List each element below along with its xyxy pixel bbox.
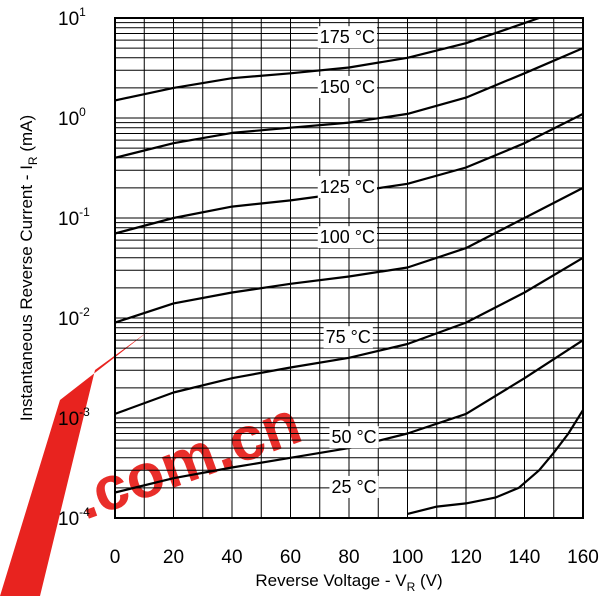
series-label-bg-1: [317, 75, 377, 98]
series-label-0: 175 °C: [320, 27, 375, 47]
y-axis-title: Instantaneous Reverse Current - IR (mA): [17, 115, 40, 421]
series-label-5: 50 °C: [331, 427, 376, 447]
series-label-bg-0: [317, 26, 377, 49]
y-axis-title-main: Instantaneous Reverse Current - I: [17, 165, 36, 421]
y-tick-exp: -2: [79, 305, 90, 319]
x-tick-label: 60: [280, 547, 301, 568]
x-tick-label: 160: [567, 547, 599, 568]
series-line-1: [114, 47, 584, 159]
y-tick-base: 10: [58, 409, 79, 430]
y-tick-label: 10-4: [58, 505, 90, 530]
series-label-4: 75 °C: [326, 327, 371, 347]
series-label-bg-3: [317, 226, 377, 249]
series-label-bg-2: [317, 175, 377, 198]
x-tick-label: 100: [392, 547, 424, 568]
x-tick-label: 80: [338, 547, 359, 568]
y-tick-base: 10: [58, 309, 79, 330]
x-axis-title-main: Reverse Voltage - V: [255, 571, 407, 590]
series-line-0: [114, 16, 540, 102]
y-tick-exp: 0: [79, 105, 86, 119]
series-line-3: [114, 186, 584, 324]
y-tick-label: 10-1: [58, 205, 90, 230]
chart-curve-labels: 175 °C 150 °C 125 °C 100 °C 75 °C 50 °C 25 °C: [317, 26, 379, 498]
y-tick-exp: -4: [79, 505, 90, 519]
series-line-4: [114, 256, 584, 415]
x-tick-label: 20: [163, 547, 184, 568]
y-tick-base: 10: [58, 109, 79, 130]
series-label-3: 100 °C: [320, 227, 375, 247]
y-tick-base: 10: [58, 509, 79, 530]
y-tick-label: 10-3: [58, 405, 90, 430]
series-label-bg-5: [329, 426, 379, 449]
y-axis-title-unit: (mA): [17, 115, 36, 152]
y-tick-label: 101: [58, 5, 86, 30]
series-label-1: 150 °C: [320, 77, 375, 97]
y-tick-label: 100: [58, 105, 86, 130]
plot-frame: [114, 17, 584, 519]
series-label-bg-4: [323, 326, 373, 349]
y-tick-exp: 1: [79, 5, 86, 19]
y-tick-label: 10-2: [58, 305, 90, 330]
y-tick-exp: -3: [79, 405, 90, 419]
y-axis-title-sub: R: [26, 156, 40, 165]
y-tick-base: 10: [58, 9, 79, 30]
series-line-6: [407, 409, 584, 515]
series-label-2: 125 °C: [320, 177, 375, 197]
x-axis-title-sub: R: [407, 580, 416, 594]
series-label-6: 25 °C: [331, 477, 376, 497]
x-tick-labels: 0 20 40 60 80 100 120 140 160: [110, 547, 599, 568]
watermark-swoosh: [0, 330, 150, 596]
x-tick-label: 40: [221, 547, 242, 568]
series-label-bg-6: [329, 475, 379, 498]
y-tick-exp: -1: [79, 205, 90, 219]
x-axis-title: Reverse Voltage - VR (V): [255, 571, 442, 594]
x-tick-label: 120: [450, 547, 482, 568]
x-tick-label: 140: [509, 547, 541, 568]
x-axis-title-unit: (V): [420, 571, 443, 590]
y-tick-base: 10: [58, 209, 79, 230]
x-tick-label: 0: [110, 547, 121, 568]
